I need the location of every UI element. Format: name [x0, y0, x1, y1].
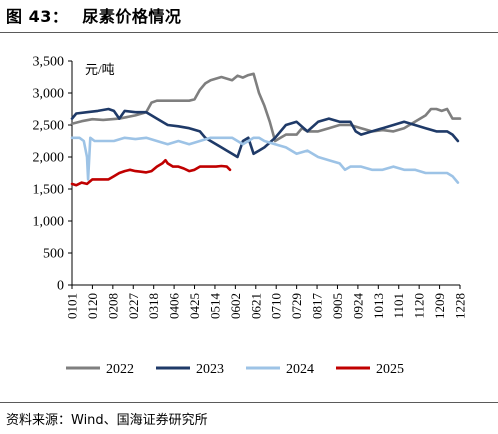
figure-label: 图 43：	[6, 7, 69, 26]
source-rule	[0, 402, 498, 403]
x-tick-label: 0710	[269, 293, 284, 319]
x-tick-label: 1013	[371, 293, 386, 319]
x-tick-label: 0729	[289, 293, 304, 319]
legend-label-2024: 2024	[286, 362, 314, 377]
y-tick-label: 1,500	[33, 183, 65, 198]
source-note: 资料来源：Wind、国海证券研究所	[6, 413, 208, 428]
x-tick-label: 1228	[453, 293, 468, 319]
urea-price-chart: 0 500 1,000 1,500 2,000 2,500 3,000 3,500 元/吨 0…	[33, 55, 468, 378]
legend-label-2025: 2025	[376, 362, 404, 377]
x-tick-label: 1120	[412, 293, 427, 319]
x-tick-label: 0406	[167, 293, 182, 320]
y-tick-label: 2,500	[33, 119, 65, 134]
figure-title: 图 43： 尿素价格情况	[6, 4, 181, 30]
x-tick-label: 0101	[65, 293, 80, 319]
chart-legend: 2022 2023 2024 2025	[66, 362, 404, 377]
y-tick-label: 2,000	[33, 151, 65, 166]
series-lines	[70, 72, 462, 187]
x-tick-label: 0514	[207, 293, 222, 320]
series-line-2023	[70, 107, 460, 159]
title-rule	[0, 32, 498, 33]
x-tick-labels: 0101 0120 0208 0227 0318 0406 0425 0514 0602 0621…	[65, 293, 468, 320]
chart-axes	[68, 60, 461, 289]
y-tick-label: 1,000	[33, 215, 65, 230]
x-tick-label: 0227	[126, 293, 141, 320]
x-tick-label: 0318	[146, 293, 161, 319]
x-tick-label: 0602	[228, 293, 243, 319]
x-tick-label: 0120	[85, 293, 100, 319]
y-tick-label: 0	[57, 279, 64, 294]
legend-label-2023: 2023	[196, 362, 224, 377]
legend-label-2022: 2022	[106, 362, 134, 377]
x-tick-label: 1209	[432, 293, 447, 319]
x-tick-label: 0905	[330, 293, 345, 319]
x-tick-label: 1101	[391, 293, 406, 319]
y-axis-unit-label: 元/吨	[85, 62, 115, 77]
series-line-2024	[70, 136, 460, 184]
x-tick-label: 0208	[105, 293, 120, 319]
y-tick-label: 3,000	[33, 87, 65, 102]
x-tick-label: 0621	[248, 293, 263, 319]
x-tick-label: 0924	[350, 293, 365, 320]
y-tick-label: 500	[43, 247, 64, 262]
series-line-2022	[70, 72, 462, 143]
figure-title-text: 尿素价格情况	[82, 7, 182, 26]
x-tick-label: 0425	[187, 293, 202, 319]
x-tick-label: 0817	[310, 293, 325, 320]
y-tick-label: 3,500	[33, 55, 65, 70]
y-tick-labels: 0 500 1,000 1,500 2,000 2,500 3,000 3,500	[33, 55, 65, 294]
series-line-2025	[70, 158, 232, 187]
